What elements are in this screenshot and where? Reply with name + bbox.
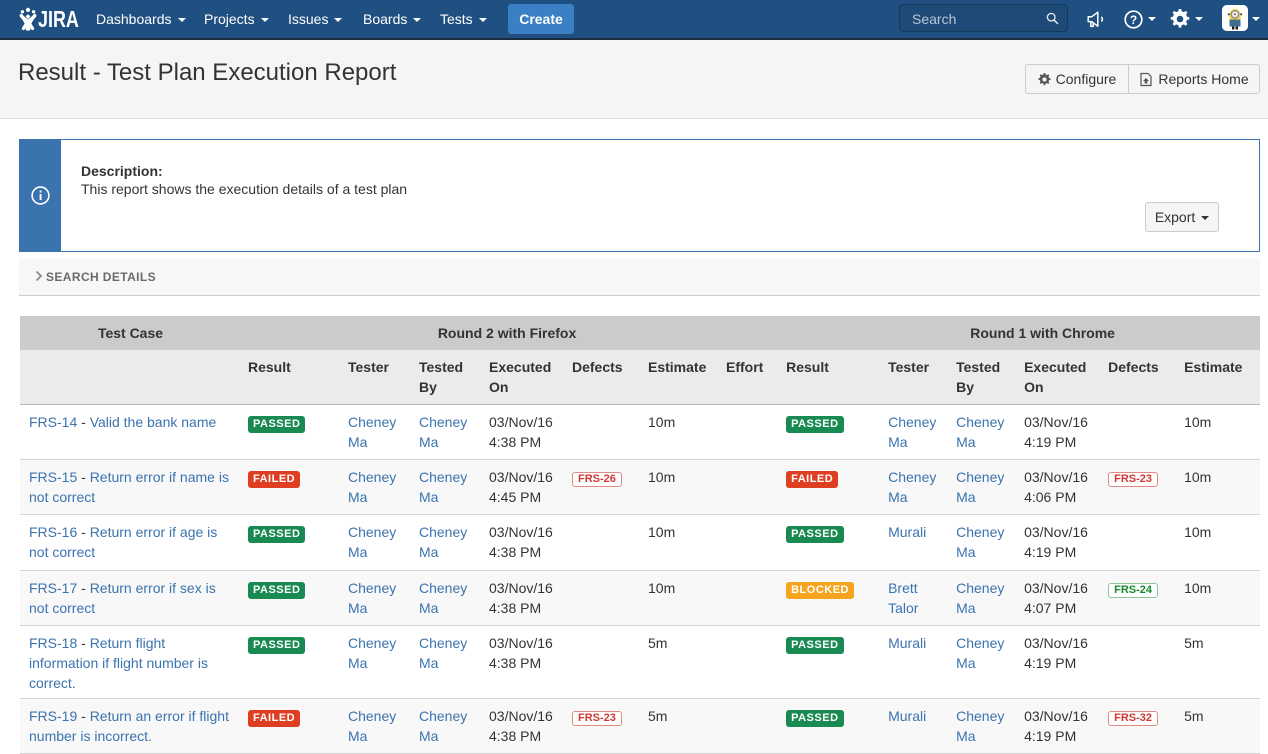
svg-text:?: ? (1130, 13, 1137, 27)
